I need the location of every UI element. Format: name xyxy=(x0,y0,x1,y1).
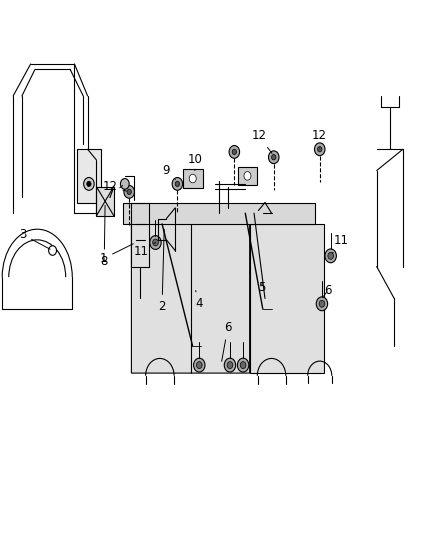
Circle shape xyxy=(124,185,134,198)
Circle shape xyxy=(272,155,276,160)
Circle shape xyxy=(84,177,94,190)
Circle shape xyxy=(319,301,325,307)
Circle shape xyxy=(150,236,161,249)
Circle shape xyxy=(314,143,325,156)
Circle shape xyxy=(325,249,336,263)
Circle shape xyxy=(120,179,129,189)
Circle shape xyxy=(237,358,249,372)
Text: 12: 12 xyxy=(102,180,127,193)
Circle shape xyxy=(232,149,237,155)
Circle shape xyxy=(224,358,236,372)
Text: 11: 11 xyxy=(332,235,349,254)
Circle shape xyxy=(194,358,205,372)
Circle shape xyxy=(229,146,240,158)
Text: 9: 9 xyxy=(162,164,175,179)
Polygon shape xyxy=(250,224,324,373)
Text: 3: 3 xyxy=(19,228,50,249)
Circle shape xyxy=(175,181,180,187)
Polygon shape xyxy=(123,203,315,224)
Circle shape xyxy=(240,361,246,369)
Circle shape xyxy=(152,239,158,246)
Circle shape xyxy=(318,147,322,152)
Text: 12: 12 xyxy=(311,130,326,148)
Circle shape xyxy=(244,172,251,180)
Bar xyxy=(183,169,202,188)
Circle shape xyxy=(172,177,183,190)
Circle shape xyxy=(87,181,91,187)
Bar xyxy=(96,187,114,216)
Text: 4: 4 xyxy=(195,290,203,310)
Circle shape xyxy=(227,361,233,369)
Text: 5: 5 xyxy=(258,281,265,294)
Polygon shape xyxy=(131,213,250,373)
Circle shape xyxy=(316,297,328,311)
Circle shape xyxy=(127,189,131,195)
Circle shape xyxy=(196,361,202,369)
Text: 6: 6 xyxy=(324,284,332,297)
Text: 7: 7 xyxy=(107,185,123,201)
FancyBboxPatch shape xyxy=(77,149,101,203)
Text: 11: 11 xyxy=(134,243,155,258)
Circle shape xyxy=(328,253,334,259)
Bar xyxy=(237,166,257,185)
Text: 6: 6 xyxy=(222,321,232,361)
Text: 1: 1 xyxy=(100,244,133,265)
Circle shape xyxy=(268,151,279,164)
Text: 12: 12 xyxy=(251,130,272,154)
Circle shape xyxy=(49,246,57,255)
Text: 8: 8 xyxy=(101,205,108,268)
Text: 2: 2 xyxy=(158,229,166,313)
Circle shape xyxy=(189,174,196,183)
Text: 10: 10 xyxy=(187,154,202,171)
